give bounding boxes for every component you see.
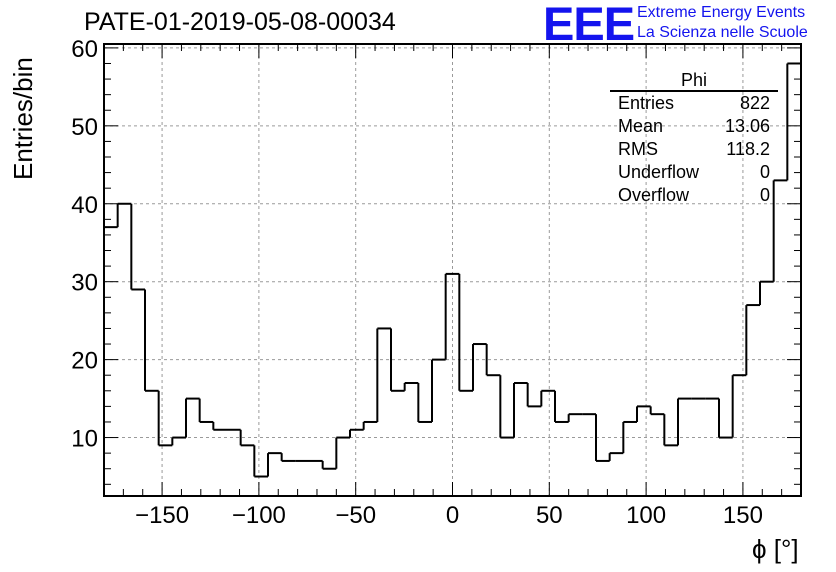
stats-label: Underflow — [618, 162, 700, 182]
stats-label: RMS — [618, 139, 658, 159]
y-tick-label: 20 — [71, 348, 98, 375]
stats-value: 0 — [759, 162, 770, 182]
axis-tick-labels: −150 −100 −50 0 50 100 150 10 20 30 40 50 60 — [71, 36, 763, 529]
stats-label: Overflow — [618, 185, 690, 205]
stats-label: Entries — [618, 93, 675, 113]
eee-logo: EEE — [543, 0, 635, 50]
logo-line-1: Extreme Energy Events — [637, 4, 806, 21]
y-tick-label: 50 — [71, 114, 98, 141]
stats-row: Mean 13.06 — [610, 115, 778, 138]
x-tick-label: 150 — [723, 502, 763, 529]
stats-value: 822 — [739, 93, 770, 113]
stats-row: RMS 118.2 — [610, 138, 778, 161]
chart-title: PATE-01-2019-05-08-00034 — [84, 8, 396, 36]
logo-line-2: La Scienza nelle Scuole — [637, 24, 808, 41]
stats-title: Phi — [610, 70, 778, 92]
y-tick-label: 30 — [71, 270, 98, 297]
x-tick-label: −150 — [135, 502, 189, 529]
x-tick-label: 100 — [626, 502, 666, 529]
stats-value: 0 — [759, 185, 770, 205]
x-axis-label: ϕ [°] — [752, 534, 799, 564]
y-tick-label: 60 — [71, 36, 98, 63]
stats-value: 118.2 — [726, 139, 770, 159]
x-tick-label: 50 — [536, 502, 563, 529]
y-axis-label: Entries/bin — [8, 57, 38, 180]
stats-row: Overflow 0 — [610, 184, 778, 207]
stats-value: 13.06 — [724, 116, 770, 136]
stats-label: Mean — [618, 116, 664, 136]
x-tick-label: −100 — [232, 502, 286, 529]
y-tick-label: 40 — [71, 192, 98, 219]
y-tick-label: 10 — [71, 426, 98, 453]
stats-box: Phi Entries 822 Mean 13.06 RMS 118.2 Underf… — [610, 70, 778, 207]
x-tick-label: 0 — [446, 502, 459, 529]
stats-row: Entries 822 — [610, 92, 778, 115]
stats-row: Underflow 0 — [610, 161, 778, 184]
axis-ticks — [103, 44, 802, 496]
histogram-series — [104, 62, 801, 478]
logo-text: Extreme Energy Events La Scienza nelle S… — [637, 3, 808, 43]
x-tick-label: −50 — [335, 502, 376, 529]
